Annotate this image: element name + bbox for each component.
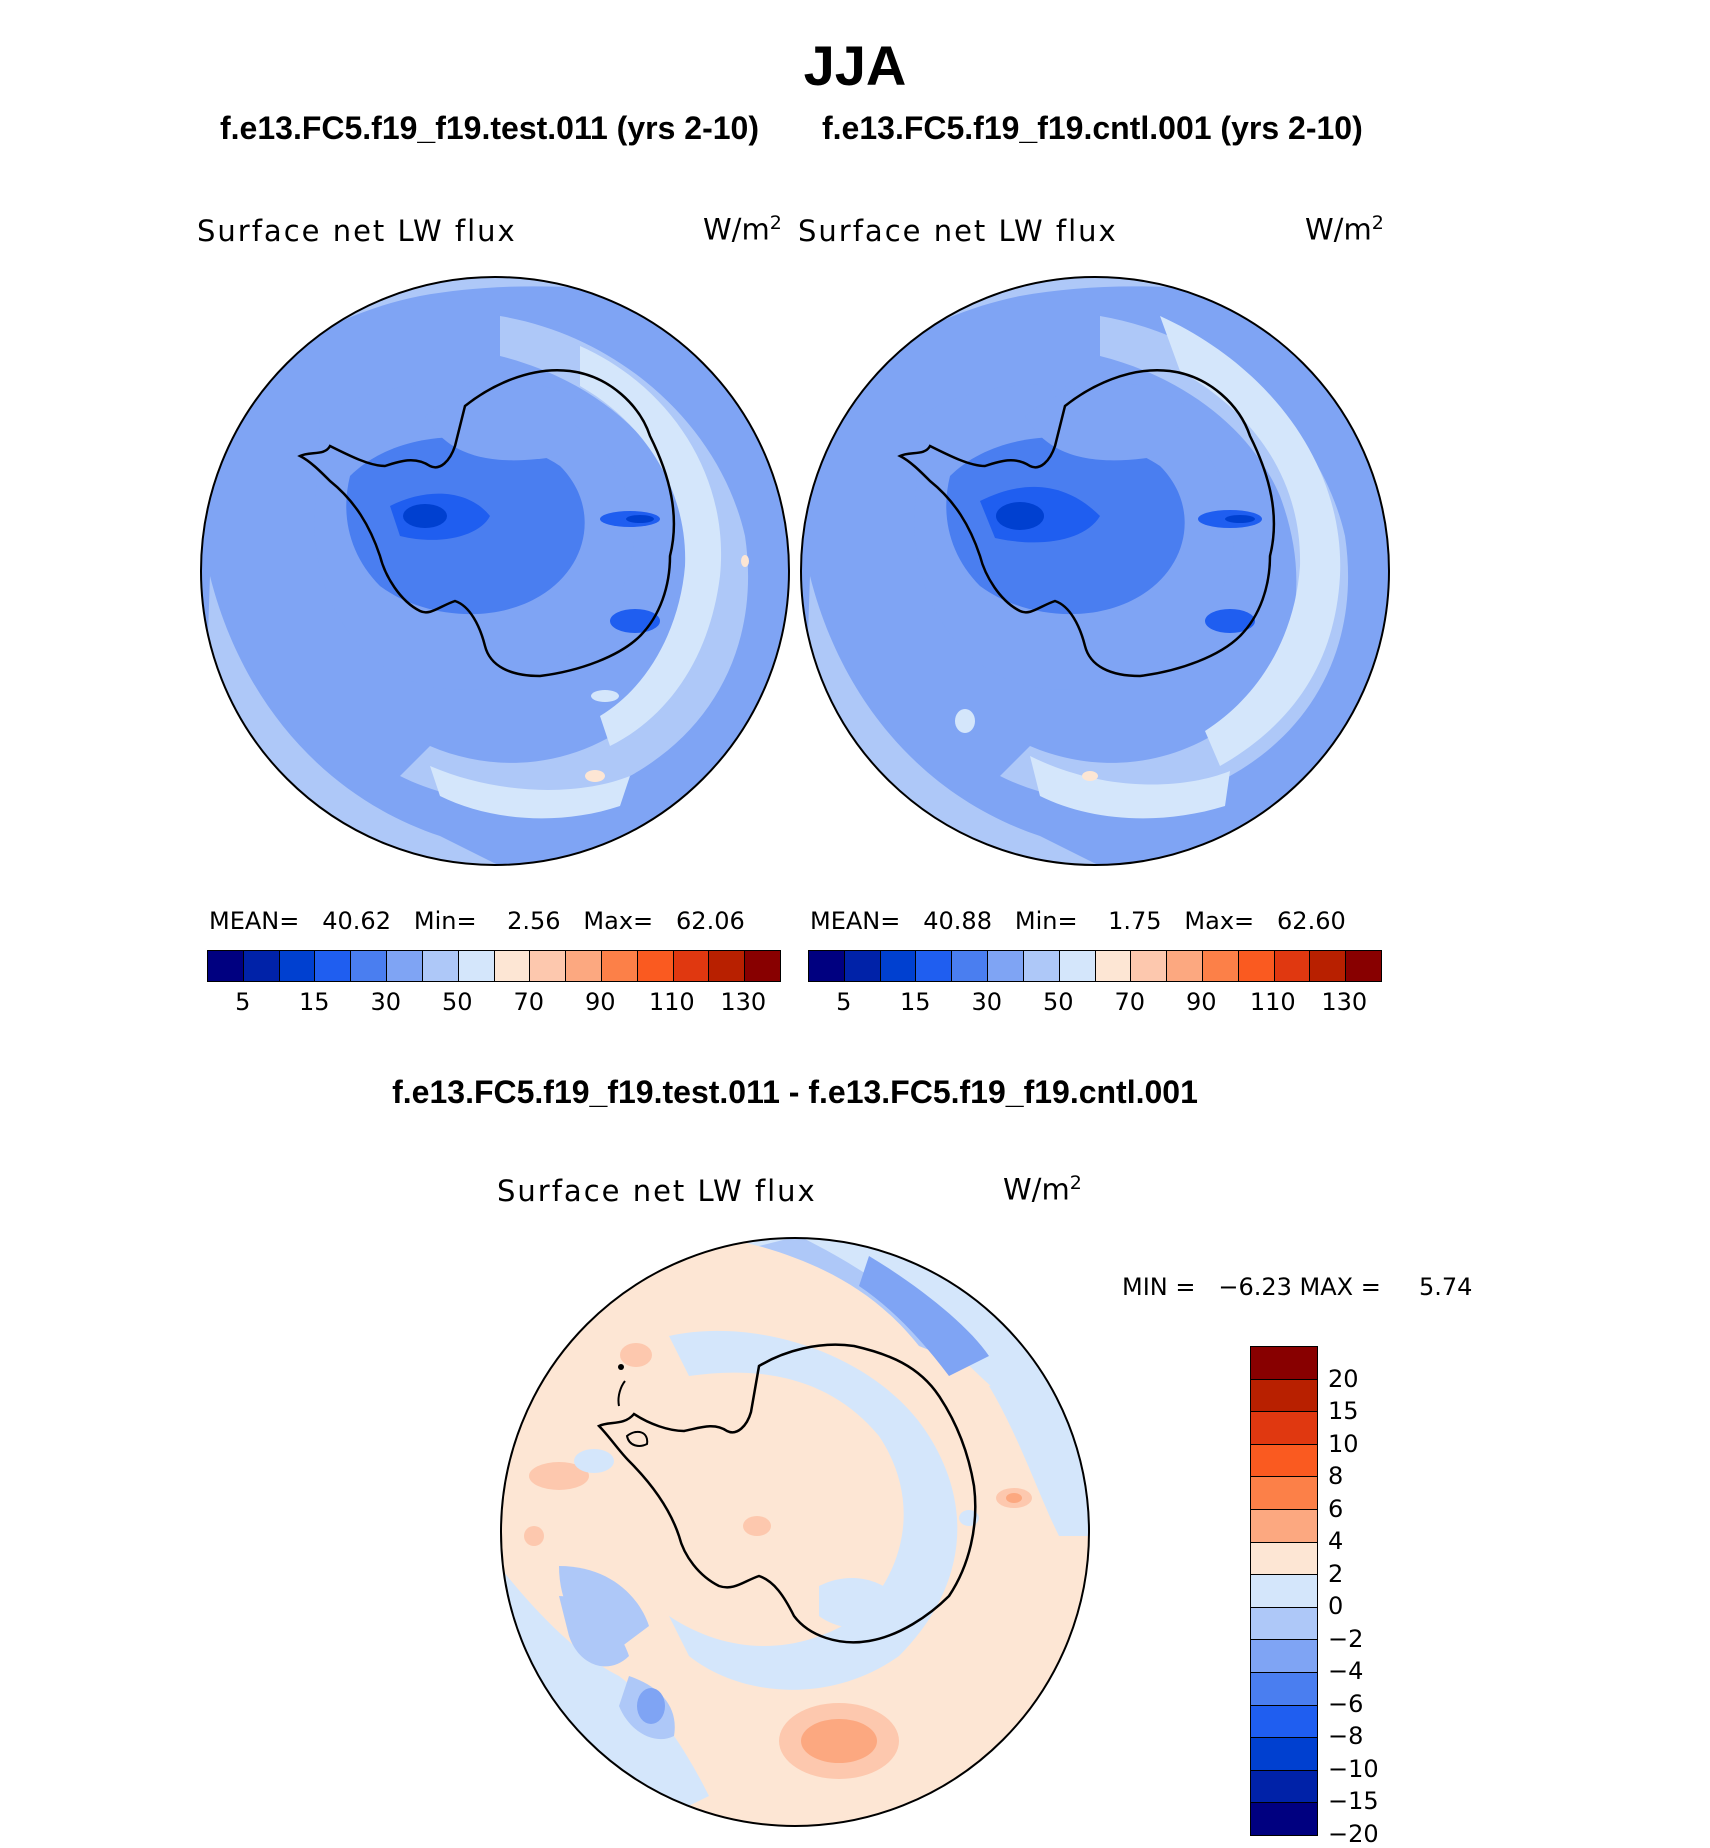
colorbar-swatch <box>1023 951 1060 981</box>
colorbar-tick-label: 90 <box>1185 988 1217 1016</box>
colorbar-swatch <box>673 951 710 981</box>
colorbar-swatch <box>1167 951 1203 981</box>
colorbar-tick-label: 0 <box>1328 1592 1344 1621</box>
colorbar-swatch <box>1251 1738 1317 1771</box>
right-panel-unit: W/m2 <box>1305 212 1384 247</box>
difference-title: f.e13.FC5.f19_f19.test.011 - f.e13.FC5.f… <box>392 1074 1198 1110</box>
right-polar-map <box>800 276 1390 866</box>
colorbar-tick-label: 30 <box>971 988 1003 1016</box>
colorbar-swatch <box>351 951 388 981</box>
colorbar-tick-label: 10 <box>1328 1429 1359 1458</box>
colorbar-tick-label: −2 <box>1328 1624 1364 1653</box>
colorbar-swatch <box>745 951 780 981</box>
colorbar-swatch <box>458 951 495 981</box>
colorbar-swatch <box>952 951 989 981</box>
colorbar-tick-label: 20 <box>1328 1364 1359 1393</box>
colorbar-swatch <box>844 951 881 981</box>
colorbar-tick-label: 2 <box>1328 1559 1344 1588</box>
colorbar-tick-label: 130 <box>720 988 767 1016</box>
colorbar-tick-label: 130 <box>1321 988 1368 1016</box>
colorbar-swatch <box>208 951 244 981</box>
colorbar-tick-label: −15 <box>1328 1787 1379 1816</box>
colorbar-tick-label: −8 <box>1328 1722 1364 1751</box>
colorbar-swatch <box>1274 951 1311 981</box>
colorbar-swatch <box>279 951 316 981</box>
colorbar-swatch <box>530 951 567 981</box>
colorbar-swatch <box>1251 1803 1317 1835</box>
left-panel-unit: W/m2 <box>703 212 782 247</box>
colorbar-tick-label: 5 <box>836 988 852 1016</box>
right-colorbar <box>808 950 1382 982</box>
colorbar-swatch <box>1202 951 1239 981</box>
colorbar-swatch <box>1251 1575 1317 1608</box>
colorbar-swatch <box>387 951 423 981</box>
colorbar-swatch <box>1346 951 1381 981</box>
colorbar-tick-label: 30 <box>370 988 402 1016</box>
right-case-title: f.e13.FC5.f19_f19.cntl.001 (yrs 2-10) <box>822 110 1363 146</box>
colorbar-tick-label: −10 <box>1328 1754 1379 1783</box>
colorbar-swatch <box>1251 1770 1317 1804</box>
colorbar-tick-label: 70 <box>1114 988 1146 1016</box>
colorbar-tick-label: 6 <box>1328 1494 1344 1523</box>
colorbar-tick-label: 8 <box>1328 1462 1344 1491</box>
colorbar-tick-label: 50 <box>441 988 473 1016</box>
colorbar-tick-label: 5 <box>235 988 251 1016</box>
colorbar-swatch <box>916 951 953 981</box>
figure-title: JJA <box>803 34 907 97</box>
colorbar-swatch <box>1251 1607 1317 1641</box>
colorbar-swatch <box>1251 1542 1317 1576</box>
colorbar-tick-label: −6 <box>1328 1689 1364 1718</box>
colorbar-swatch <box>1251 1640 1317 1673</box>
colorbar-swatch <box>1251 1444 1317 1478</box>
colorbar-tick-label: 90 <box>584 988 616 1016</box>
colorbar-swatch <box>1251 1347 1317 1380</box>
colorbar-swatch <box>243 951 280 981</box>
right-panel-stats: MEAN= 40.88 Min= 1.75 Max= 62.60 <box>810 907 1346 935</box>
colorbar-tick-label: 70 <box>513 988 545 1016</box>
colorbar-swatch <box>1251 1672 1317 1706</box>
colorbar-swatch <box>1251 1477 1317 1510</box>
colorbar-swatch <box>1059 951 1096 981</box>
colorbar-tick-label: −4 <box>1328 1657 1364 1686</box>
diff-stats: MIN = −6.23 MAX = 5.74 <box>1122 1273 1473 1301</box>
colorbar-swatch <box>1251 1412 1317 1445</box>
colorbar-tick-label: 50 <box>1042 988 1074 1016</box>
colorbar-swatch <box>601 951 638 981</box>
colorbar-swatch <box>880 951 917 981</box>
colorbar-swatch <box>315 951 352 981</box>
left-case-title: f.e13.FC5.f19_f19.test.011 (yrs 2-10) <box>220 110 759 146</box>
diff-panel-label: Surface net LW flux <box>497 1174 817 1208</box>
colorbar-swatch <box>709 951 746 981</box>
colorbar-tick-label: 4 <box>1328 1527 1344 1556</box>
colorbar-swatch <box>494 951 531 981</box>
colorbar-swatch <box>422 951 459 981</box>
colorbar-swatch <box>988 951 1024 981</box>
colorbar-swatch <box>1131 951 1168 981</box>
right-panel-label: Surface net LW flux <box>798 214 1118 248</box>
diff-polar-map <box>500 1237 1090 1827</box>
colorbar-swatch <box>1310 951 1347 981</box>
colorbar-swatch <box>1095 951 1132 981</box>
colorbar-tick-label: 15 <box>899 988 931 1016</box>
colorbar-swatch <box>809 951 845 981</box>
colorbar-tick-label: 15 <box>298 988 330 1016</box>
left-colorbar <box>207 950 781 982</box>
colorbar-swatch <box>1251 1705 1317 1739</box>
diff-panel-unit: W/m2 <box>1003 1172 1082 1207</box>
diff-colorbar <box>1250 1346 1318 1836</box>
colorbar-swatch <box>1251 1379 1317 1413</box>
colorbar-swatch <box>1251 1509 1317 1543</box>
left-panel-label: Surface net LW flux <box>197 214 517 248</box>
colorbar-tick-label: 110 <box>648 988 695 1016</box>
colorbar-swatch <box>637 951 674 981</box>
left-panel-stats: MEAN= 40.62 Min= 2.56 Max= 62.06 <box>209 907 745 935</box>
left-polar-map <box>200 276 790 866</box>
colorbar-swatch <box>1238 951 1275 981</box>
colorbar-tick-label: 110 <box>1249 988 1296 1016</box>
colorbar-tick-label: −20 <box>1328 1820 1379 1848</box>
colorbar-swatch <box>566 951 602 981</box>
colorbar-tick-label: 15 <box>1328 1397 1359 1426</box>
